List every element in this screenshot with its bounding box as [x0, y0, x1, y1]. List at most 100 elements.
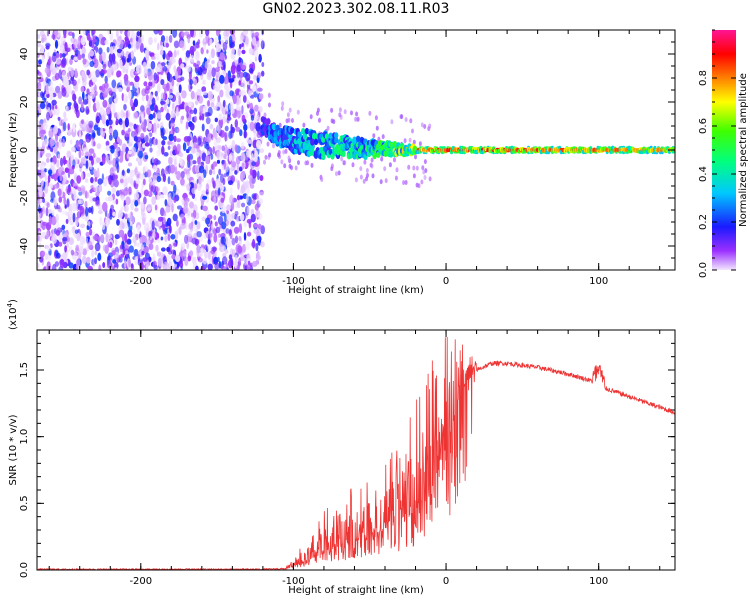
spectrogram-scatter-cell — [266, 141, 270, 147]
spectrogram-noise-cell — [53, 30, 59, 36]
spectrogram-noise-cell — [228, 153, 233, 162]
spectrogram-noise-cell — [228, 78, 235, 83]
spectrogram-noise-cell — [125, 110, 129, 119]
spectrogram-noise-cell — [166, 217, 172, 227]
spectrogram-noise-cell — [252, 261, 258, 267]
spectrogram-noise-cell — [93, 168, 97, 174]
spectrogram-noise-cell — [169, 88, 173, 96]
spectrogram-noise-cell — [93, 124, 99, 131]
spectrogram-noise-cell — [245, 72, 251, 82]
spectrogram-noise-cell — [133, 248, 139, 257]
spectrogram-noise-cell — [162, 65, 168, 72]
spectrogram-noise-cell — [42, 206, 46, 215]
spectrogram-noise-cell — [60, 157, 64, 167]
spectrogram-noise-cell — [102, 99, 108, 108]
spectrogram-noise-cell — [88, 155, 94, 161]
spectrogram-noise-cell — [140, 113, 145, 122]
spectrogram-noise-cell — [41, 34, 47, 42]
spectrogram-noise-cell — [134, 128, 138, 137]
spectrogram-noise-cell — [213, 139, 219, 148]
spectrogram-noise-cell — [184, 135, 190, 142]
spectrogram-noise-cell — [122, 65, 126, 74]
spectrogram-noise-cell — [92, 197, 98, 202]
spectrogram-noise-cell — [158, 220, 163, 227]
spectrogram-noise-cell — [163, 229, 168, 235]
spectrogram-noise-cell — [254, 150, 259, 160]
spectrogram-scatter-cell — [309, 114, 313, 120]
spectrogram-noise-cell — [114, 237, 118, 246]
spectrogram-noise-cell — [187, 231, 193, 237]
spectrogram-noise-cell — [185, 50, 191, 58]
spectrogram-noise-cell — [260, 40, 265, 50]
spectrogram-noise-cell — [119, 59, 123, 70]
spectrogram-noise-cell — [138, 150, 144, 159]
spectrogram-noise-cell — [80, 119, 85, 125]
spectrogram-noise-cell — [45, 101, 49, 110]
spectrogram-noise-cell — [166, 82, 170, 92]
spectrogram-noise-cell — [225, 249, 229, 254]
spectrogram-noise-cell — [69, 220, 74, 226]
spectrogram-noise-cell — [95, 102, 101, 111]
spectrogram-noise-cell — [59, 258, 65, 269]
spectrogram-noise-cell — [168, 250, 173, 255]
spectrogram-noise-cell — [173, 197, 177, 203]
spectrogram-noise-cell — [91, 249, 95, 258]
spectrogram-noise-cell — [62, 155, 66, 166]
spectrogram-noise-cell — [47, 52, 50, 60]
spectrogram-noise-cell — [180, 213, 185, 220]
spectrogram-noise-cell — [222, 41, 228, 51]
spectrogram-noise-cell — [249, 102, 253, 111]
spectrogram-noise-cell — [176, 205, 183, 210]
spectrogram-noise-cell — [121, 56, 127, 64]
spectrogram-scatter-cell — [264, 154, 268, 160]
spectrogram-noise-cell — [195, 265, 199, 270]
spectrogram-noise-cell — [173, 65, 176, 73]
spectrogram-scatter-cell — [422, 169, 426, 175]
spectrogram-scatter-cell — [282, 149, 286, 155]
spectrogram-noise-cell — [109, 66, 114, 73]
spectrogram-noise-cell — [129, 136, 134, 145]
spectrogram-noise-cell — [67, 102, 72, 107]
spectrogram-noise-cell — [242, 95, 247, 103]
spectrogram-noise-cell — [144, 142, 150, 147]
spectrogram-noise-cell — [207, 70, 212, 78]
spectrogram-noise-cell — [38, 204, 41, 214]
spectrogram-noise-cell — [218, 168, 222, 176]
spectrogram-noise-cell — [149, 147, 153, 153]
spectrogram-noise-cell — [207, 239, 211, 245]
spectrogram-noise-cell — [91, 70, 96, 81]
spectrogram-noise-cell — [142, 61, 147, 69]
spectrogram-noise-cell — [169, 224, 172, 234]
spectrogram-noise-cell — [116, 70, 122, 78]
spectrogram-noise-cell — [86, 33, 91, 41]
spectrogram-noise-cell — [67, 185, 71, 193]
spectrogram-scatter-cell — [263, 159, 266, 165]
spectrogram-noise-cell — [205, 217, 211, 225]
spectrogram-noise-cell — [160, 168, 165, 177]
spectrogram-scatter-cell — [381, 134, 385, 140]
spectrogram-noise-cell — [59, 173, 63, 182]
spectrogram-noise-cell — [156, 112, 162, 119]
spectrogram-noise-cell — [111, 187, 116, 193]
spectrogram-noise-cell — [213, 84, 218, 91]
spectrogram-noise-cell — [68, 31, 74, 36]
spectrogram-scatter-cell — [280, 105, 284, 111]
spectrogram-noise-cell — [114, 267, 118, 270]
spectrogram-noise-cell — [165, 42, 169, 48]
spectrogram-noise-cell — [64, 42, 68, 52]
spectrogram-noise-cell — [207, 91, 213, 101]
spectrogram-noise-cell — [96, 157, 101, 163]
spectrogram-scatter-cell — [423, 175, 427, 180]
spectrogram-noise-cell — [109, 153, 112, 161]
spectrogram-noise-cell — [194, 220, 198, 225]
spectrogram-noise-cell — [59, 47, 63, 53]
spectrogram-noise-cell — [77, 199, 84, 205]
spectrogram-noise-cell — [159, 194, 165, 199]
spectrogram-noise-cell — [205, 30, 210, 36]
spectrogram-noise-cell — [214, 205, 218, 211]
spectrogram-noise-cell — [96, 143, 102, 150]
spectrogram-noise-cell — [198, 165, 205, 174]
spectrogram-noise-cell — [136, 136, 142, 143]
spectrogram-noise-cell — [240, 141, 245, 150]
spectrogram-noise-cell — [62, 252, 68, 260]
